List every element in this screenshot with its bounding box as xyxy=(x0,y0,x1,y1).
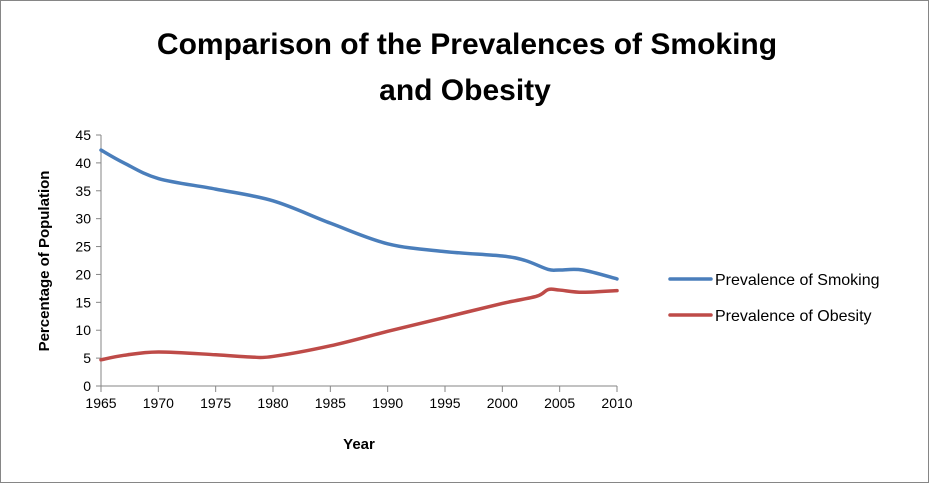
y-tick-label: 45 xyxy=(75,127,91,143)
x-tick-label: 1975 xyxy=(200,395,231,411)
x-tick-label: 1990 xyxy=(372,395,403,411)
legend-label: Prevalence of Smoking xyxy=(715,272,880,289)
y-tick-label: 10 xyxy=(75,322,91,338)
y-tick-label: 25 xyxy=(75,239,91,255)
y-tick-label: 30 xyxy=(75,211,91,227)
x-tick-label: 2005 xyxy=(544,395,575,411)
y-tick-label: 15 xyxy=(75,294,91,310)
y-tick-label: 5 xyxy=(83,350,91,366)
y-tick-label: 20 xyxy=(75,266,91,282)
y-axis-label: Percentage of Population xyxy=(36,171,53,352)
x-tick-label: 2010 xyxy=(601,395,632,411)
x-tick-label: 1980 xyxy=(257,395,288,411)
y-tick-label: 40 xyxy=(75,155,91,171)
x-tick-label: 1970 xyxy=(143,395,174,411)
x-axis-label: Year xyxy=(343,436,375,453)
chart-title-line-1: Comparison of the Prevalences of Smoking xyxy=(157,28,777,61)
series-line-0 xyxy=(99,148,619,281)
x-tick-label: 1985 xyxy=(315,395,346,411)
x-tick-label: 2000 xyxy=(487,395,518,411)
y-tick-label: 0 xyxy=(83,378,91,394)
series-line-1 xyxy=(99,287,619,362)
legend-label: Prevalence of Obesity xyxy=(715,308,872,325)
chart-title-line-2: and Obesity xyxy=(379,74,551,107)
x-tick-label: 1995 xyxy=(429,395,460,411)
y-tick-label: 35 xyxy=(75,183,91,199)
x-tick-label: 1965 xyxy=(85,395,116,411)
